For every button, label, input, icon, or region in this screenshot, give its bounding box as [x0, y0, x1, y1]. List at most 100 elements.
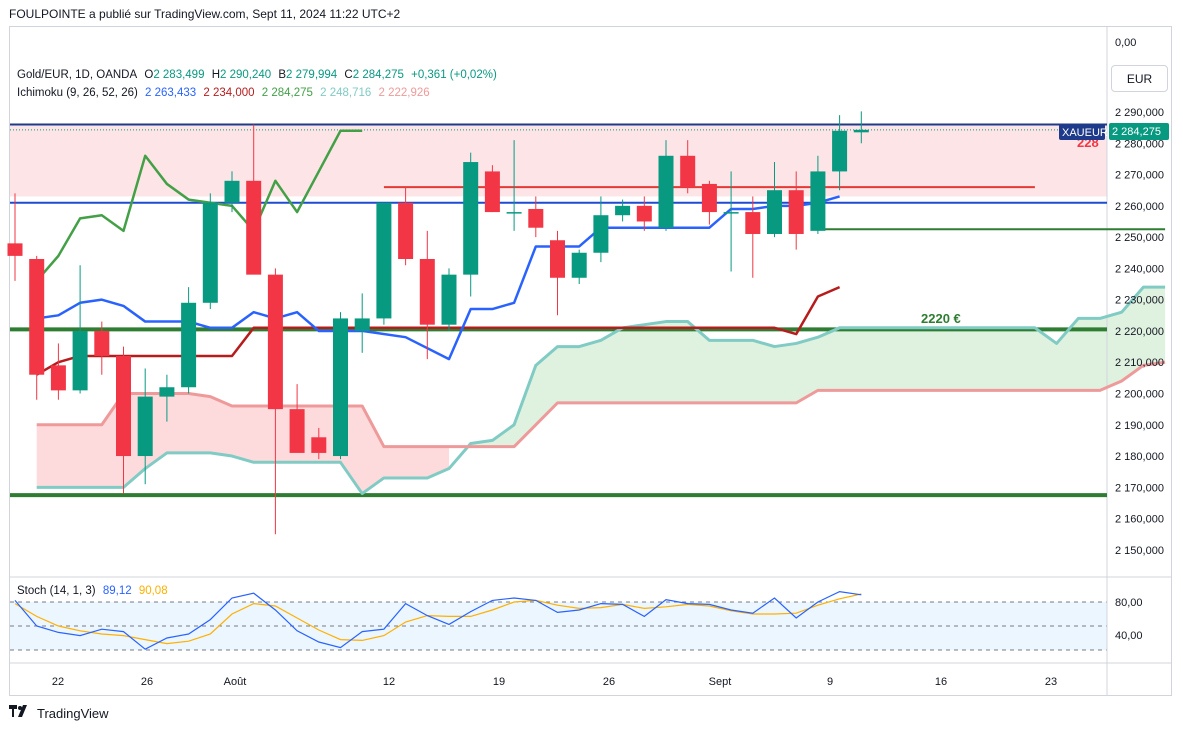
candle-body: [853, 129, 869, 133]
ichimoku-span-b-line: [36, 360, 1166, 449]
price-tick-label: 2 210,000: [1115, 357, 1164, 369]
candle-body: [72, 330, 88, 391]
time-tick-label: 16: [935, 676, 947, 688]
candle-body: [29, 259, 45, 375]
high-value: 2 290,240: [220, 69, 272, 81]
price-tick-label: 2 170,000: [1115, 482, 1164, 494]
candle-body: [506, 212, 522, 214]
candle-body: [333, 318, 348, 457]
currency-button[interactable]: EUR: [1111, 65, 1168, 92]
candle-body: [723, 212, 739, 214]
ticker-badge-bg: [1059, 124, 1105, 140]
candle-body: [832, 130, 848, 172]
open-label: O: [144, 69, 154, 81]
price-tick-label: 2 220,000: [1115, 326, 1164, 338]
close-label: C: [344, 69, 353, 81]
candle-body: [224, 180, 240, 203]
time-tick-label: 26: [141, 676, 153, 688]
price-tick-label: 2 250,000: [1115, 232, 1164, 244]
stoch-legend: Stoch (14, 1, 3) 89,12 90,08: [17, 585, 172, 597]
price-tick-label: 2 160,000: [1115, 514, 1164, 526]
time-tick-label: Août: [224, 676, 247, 688]
time-tick-label: 26: [603, 676, 615, 688]
stoch-d-value: 90,08: [138, 585, 168, 597]
ichimoku-kijun-line: [36, 286, 841, 376]
price-tick-label: 2 270,000: [1115, 170, 1164, 182]
ichimoku-legend: Ichimoku (9, 26, 52, 26) 2 263,433 2 234…: [17, 87, 434, 99]
candle-body: [94, 330, 110, 356]
stoch-k-line: [14, 590, 862, 650]
candle-body: [159, 387, 175, 397]
change-value: +0,361 (+0,02%): [411, 69, 497, 81]
candle-body: [550, 240, 565, 278]
price-tick-label: 2 150,000: [1115, 545, 1164, 557]
candle-body: [571, 252, 587, 278]
candle-body: [419, 259, 435, 325]
ichimoku-span-b-value: 2 222,926: [378, 87, 430, 99]
tradingview-logo-icon: [9, 705, 31, 722]
support-label: 2220 €: [921, 311, 961, 326]
price-tick-label: 2 230,000: [1115, 295, 1164, 307]
time-tick-label: Sept: [709, 676, 732, 688]
candle-body: [376, 202, 392, 319]
footer-brand: TradingView: [9, 705, 109, 722]
price-tick-label: 2 290,000: [1115, 107, 1164, 119]
ichimoku-tenkan-line: [36, 195, 840, 361]
brand-name: TradingView: [37, 706, 109, 721]
price-badge-bg: [1109, 123, 1169, 140]
stoch-tick-label: 80,00: [1115, 597, 1143, 609]
symbol-legend: Gold/EUR, 1D, OANDA O2 283,499 H2 290,24…: [17, 69, 501, 81]
ticker-badge: XAUEUR: [1062, 127, 1108, 139]
high-label: H: [211, 69, 220, 81]
candle-body: [484, 171, 500, 213]
publisher-header: FOULPOINTE a publié sur TradingView.com,…: [9, 7, 401, 21]
candle-body: [441, 274, 457, 325]
price-tick-label: 2 260,000: [1115, 201, 1164, 213]
stoch-tick-label: 40,00: [1115, 630, 1143, 642]
low-label: B: [278, 69, 287, 81]
candle-body: [181, 302, 197, 388]
ichimoku-span-a-value: 2 248,716: [320, 87, 372, 99]
time-tick-label: 22: [52, 676, 64, 688]
price-tick-label: 2 280,000: [1115, 138, 1164, 150]
candle-body: [267, 274, 283, 410]
candle-body: [246, 180, 262, 275]
stoch-d-line: [14, 593, 862, 645]
time-tick-label: 23: [1045, 676, 1057, 688]
symbol-label: Gold/EUR, 1D, OANDA: [17, 69, 138, 81]
candle-body: [810, 171, 826, 231]
candle-body: [137, 396, 153, 457]
price-tick-label: 2 240,000: [1115, 263, 1164, 275]
candle-body: [7, 243, 23, 256]
candle-body: [528, 208, 544, 228]
candle-body: [680, 155, 696, 188]
resistance-zone: [10, 124, 1107, 197]
candle-body: [767, 190, 782, 234]
price-badge: 2 284,275: [1112, 126, 1161, 138]
stoch-k-value: 89,12: [102, 585, 132, 597]
price-top-label: 0,00: [1115, 37, 1136, 49]
price-tick-label: 2 180,000: [1115, 451, 1164, 463]
ichimoku-label: Ichimoku (9, 26, 52, 26): [17, 87, 138, 99]
candle-body: [354, 318, 370, 331]
chart-frame: [9, 26, 1172, 696]
price-tick-label: 2 200,000: [1115, 388, 1164, 400]
candle-body: [593, 215, 609, 253]
candle-body: [658, 155, 674, 228]
candle-body: [701, 183, 717, 213]
candle-body: [202, 202, 218, 303]
time-tick-label: 19: [493, 676, 505, 688]
ichimoku-chikou-value: 2 284,275: [261, 87, 313, 99]
candle-body: [116, 355, 131, 457]
low-value: 2 279,994: [286, 69, 338, 81]
candle-body: [311, 437, 327, 453]
candle-body: [745, 212, 761, 234]
candle-body: [50, 365, 66, 391]
candle-body: [788, 190, 804, 234]
open-value: 2 283,499: [153, 69, 205, 81]
time-tick-label: 12: [383, 676, 395, 688]
candle-body: [463, 162, 479, 275]
ichimoku-cloud-bullish: [470, 287, 1166, 447]
price-tick-label: 2 190,000: [1115, 420, 1164, 432]
